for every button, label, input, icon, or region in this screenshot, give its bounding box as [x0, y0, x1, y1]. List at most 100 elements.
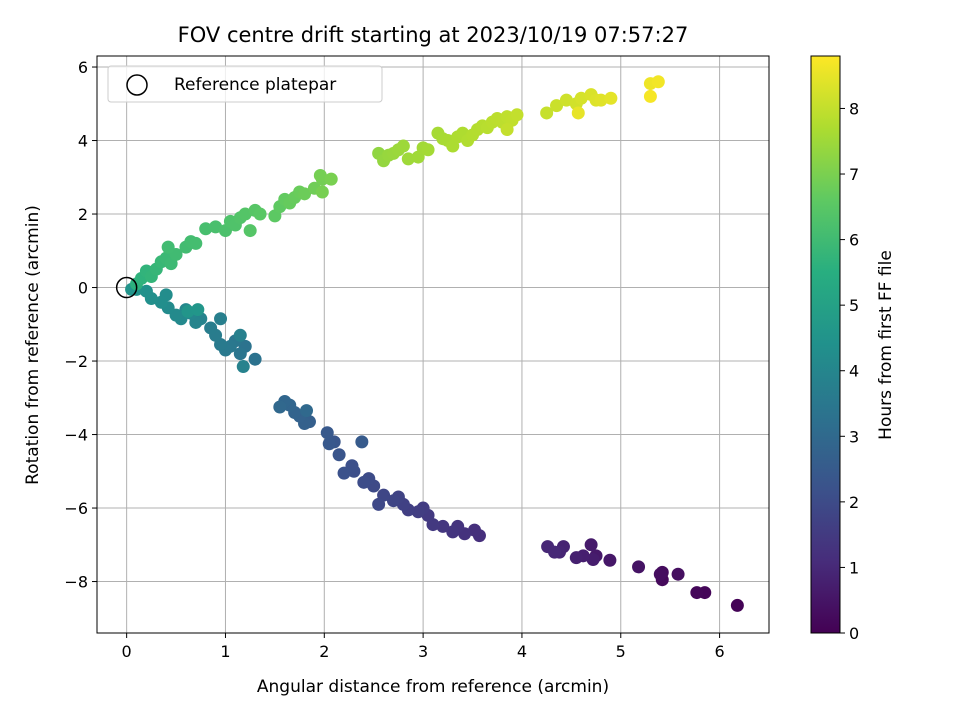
y-tick-label: −6: [64, 499, 88, 518]
data-point: [540, 106, 554, 120]
data-point: [559, 93, 573, 107]
data-point: [421, 143, 435, 157]
data-point: [209, 220, 223, 234]
data-point: [189, 236, 203, 250]
data-point: [468, 523, 482, 537]
reference-platepar-marker: [115, 276, 138, 299]
data-points: [125, 75, 744, 612]
data-point: [332, 448, 346, 462]
x-tick-label: 6: [714, 642, 724, 661]
data-point: [643, 89, 657, 103]
data-point: [550, 99, 564, 113]
data-point: [569, 551, 583, 565]
y-tick-label: 4: [78, 132, 88, 151]
data-point: [603, 553, 617, 567]
data-point: [273, 400, 287, 414]
colorbar-tick-label: 8: [849, 99, 859, 118]
data-point: [386, 494, 400, 508]
y-tick-label: −8: [64, 573, 88, 592]
chart-title: FOV centre drift starting at 2023/10/19 …: [178, 23, 689, 47]
colorbar-tick-label: 4: [849, 362, 859, 381]
y-axis-label: Rotation from reference (arcmin): [23, 205, 43, 485]
x-tick-label: 3: [418, 642, 428, 661]
data-point: [298, 187, 312, 201]
data-point: [300, 404, 314, 418]
legend-marker-reference: [126, 74, 148, 96]
data-point: [401, 152, 415, 166]
data-point: [214, 312, 228, 326]
data-point: [324, 172, 338, 186]
data-point: [411, 505, 425, 519]
data-point: [154, 295, 168, 309]
colorbar-tick-label: 0: [849, 624, 859, 643]
y-tick-label: 0: [78, 279, 88, 298]
colorbar-tick-label: 6: [849, 231, 859, 250]
colorbar-label: Hours from first FF file: [876, 250, 896, 440]
y-tick-label: 2: [78, 205, 88, 224]
colorbar-tick-label: 2: [849, 493, 859, 512]
data-point: [632, 560, 646, 574]
data-point: [500, 123, 514, 137]
data-point: [355, 435, 369, 449]
data-point: [571, 106, 585, 120]
data-point: [253, 207, 267, 221]
colorbar-tick-label: 3: [849, 427, 859, 446]
data-point: [313, 168, 327, 182]
data-point: [446, 525, 460, 539]
x-tick-label: 4: [517, 642, 527, 661]
colorbar-gradient: [810, 55, 841, 634]
legend: Reference platepar: [107, 65, 383, 103]
data-point: [510, 108, 524, 122]
data-point: [548, 545, 562, 559]
colorbar-tick-label: 1: [849, 558, 859, 577]
data-point: [320, 426, 334, 440]
legend-label-reference: Reference platepar: [174, 75, 336, 95]
data-point: [586, 552, 600, 566]
x-tick-label: 5: [616, 642, 626, 661]
data-point: [357, 475, 371, 489]
data-point: [396, 139, 410, 153]
x-tick-label: 2: [319, 642, 329, 661]
x-tick-label: 0: [122, 642, 132, 661]
x-axis-ticks: 0 1 2 3 4 5 6: [122, 633, 725, 661]
data-point: [243, 224, 257, 238]
data-point: [337, 466, 351, 480]
data-point: [139, 284, 153, 298]
x-axis-label: Angular distance from reference (arcmin): [257, 677, 609, 697]
colorbar: 0 1 2 3 4 5 6 7 8 Hours from first FF file: [810, 55, 896, 643]
data-point: [233, 328, 247, 342]
y-axis-ticks: −8 −6 −4 −2 0 2 4 6: [64, 58, 97, 592]
data-point: [199, 222, 213, 236]
colorbar-tick-label: 5: [849, 296, 859, 315]
data-point: [653, 567, 667, 581]
data-point: [191, 303, 205, 317]
data-point: [671, 567, 685, 581]
data-point: [248, 352, 262, 366]
colorbar-ticks: 0 1 2 3 4 5 6 7 8: [840, 99, 859, 643]
data-point: [690, 586, 704, 600]
grid: [97, 56, 769, 633]
data-point: [436, 519, 450, 533]
data-point: [584, 538, 598, 552]
data-point: [236, 360, 250, 374]
data-point: [730, 598, 744, 612]
colorbar-tick-label: 7: [849, 165, 859, 184]
data-point: [604, 91, 618, 105]
data-point: [594, 93, 608, 107]
x-tick-label: 1: [220, 642, 230, 661]
data-point: [315, 185, 329, 199]
plot-frame: [96, 55, 770, 634]
y-tick-label: −2: [64, 352, 88, 371]
data-point: [238, 207, 252, 221]
data-point: [161, 240, 175, 254]
data-point: [233, 347, 247, 361]
data-point: [651, 75, 665, 89]
y-tick-label: 6: [78, 58, 88, 77]
data-point: [181, 304, 195, 318]
y-tick-label: −4: [64, 426, 88, 445]
data-point: [204, 321, 218, 335]
data-point: [574, 91, 588, 105]
data-point: [322, 437, 336, 451]
legend-box: [107, 65, 383, 103]
